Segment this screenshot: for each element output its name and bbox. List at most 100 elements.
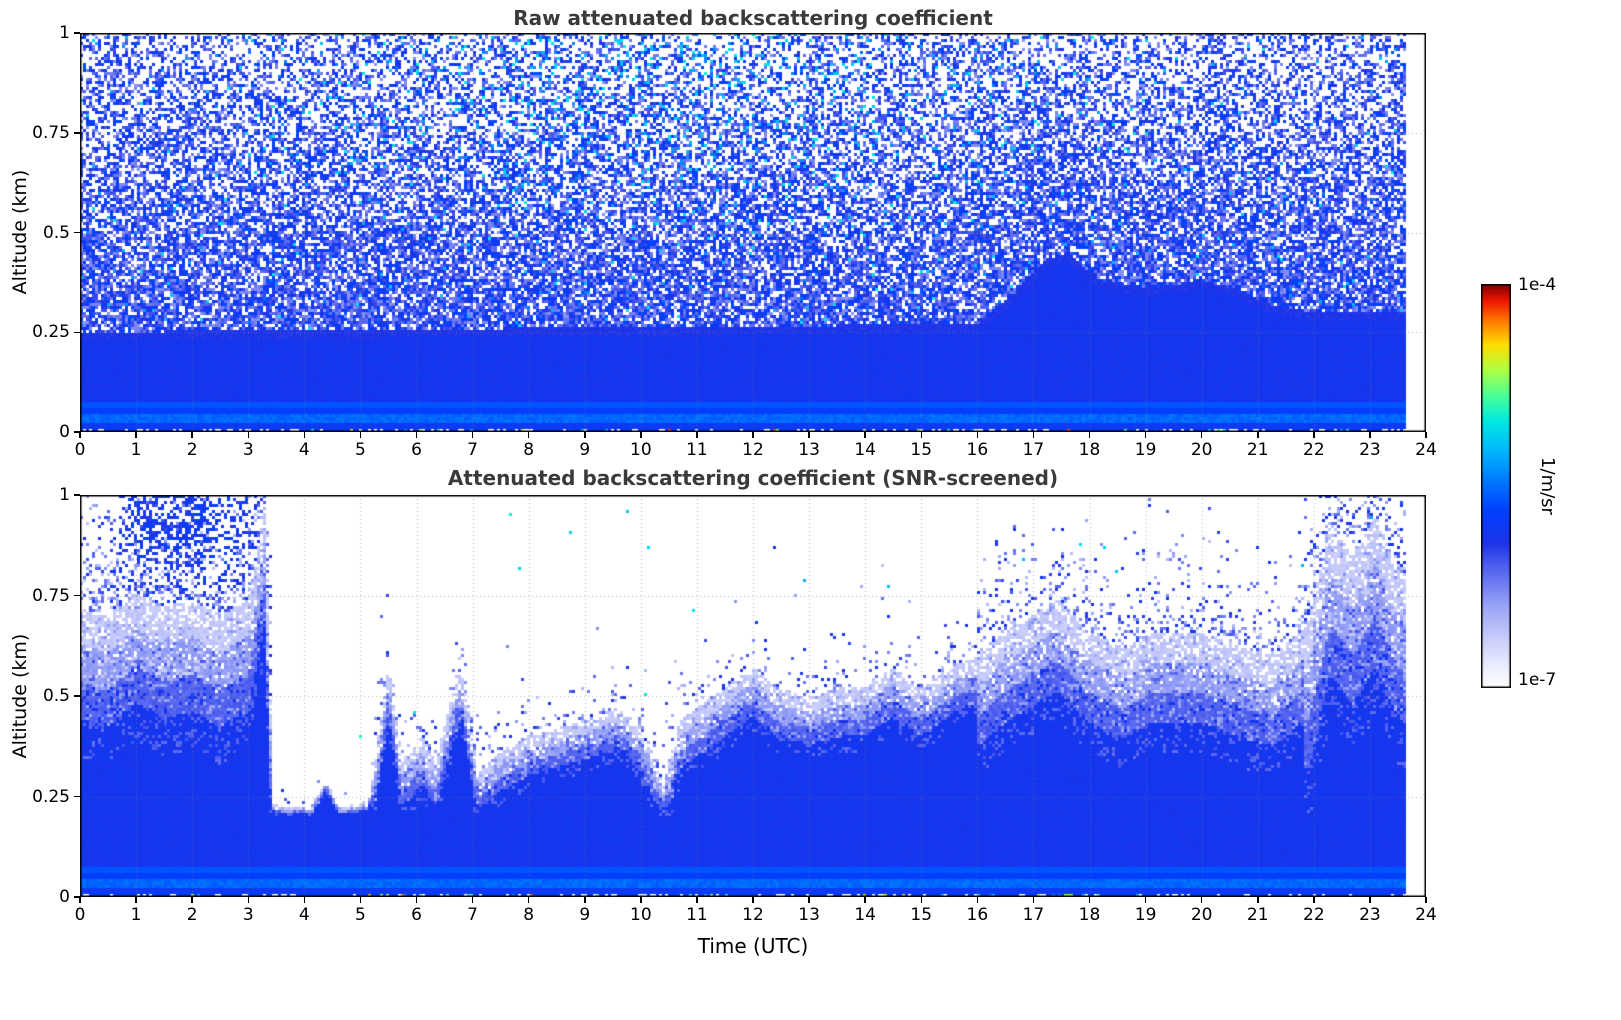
x-tick-mark (1088, 432, 1091, 438)
screened-heatmap-canvas (80, 495, 1426, 897)
x-tick-mark (359, 432, 362, 438)
y-tick-label: 0.25 (32, 322, 70, 343)
x-tick-mark (920, 897, 922, 903)
x-tick-label: 20 (1190, 905, 1213, 925)
x-tick-mark (247, 432, 249, 438)
x-tick-mark (1088, 897, 1091, 903)
x-tick-label: 11 (686, 905, 708, 925)
x-tick-mark (584, 432, 586, 438)
x-tick-label: 21 (1246, 905, 1269, 925)
x-tick-label: 4 (298, 905, 310, 925)
x-tick-label: 5 (354, 905, 366, 925)
x-tick-mark (471, 897, 474, 903)
x-tick-label: 6 (411, 905, 422, 925)
x-tick-label: 2 (186, 905, 198, 925)
x-tick-label: 14 (854, 440, 876, 460)
x-tick-label: 23 (1359, 905, 1381, 925)
x-tick-label: 7 (467, 905, 478, 925)
x-tick-label: 10 (630, 440, 652, 460)
y-tick-mark (74, 231, 80, 234)
x-tick-mark (1144, 897, 1147, 903)
x-tick-label: 11 (686, 440, 708, 460)
x-tick-label: 7 (467, 440, 478, 460)
x-tick-mark (135, 432, 137, 438)
x-tick-mark (247, 897, 249, 903)
x-tick-label: 14 (854, 905, 876, 925)
x-tick-label: 12 (742, 905, 764, 925)
x-tick-mark (752, 897, 754, 903)
x-tick-mark (135, 897, 137, 903)
y-tick-mark (74, 431, 80, 433)
x-tick-mark (79, 432, 81, 438)
x-tick-mark (808, 432, 810, 438)
y-tick-label: 0.5 (42, 686, 70, 706)
x-tick-mark (808, 897, 810, 903)
y-tick-mark (74, 594, 80, 597)
x-tick-label: 6 (411, 440, 422, 460)
x-tick-label: 22 (1303, 905, 1325, 925)
x-tick-label: 13 (798, 905, 820, 925)
x-tick-mark (640, 897, 642, 903)
x-tick-label: 13 (798, 440, 820, 460)
x-tick-label: 17 (1022, 440, 1045, 460)
x-tick-label: 3 (242, 440, 254, 460)
x-tick-mark (303, 432, 306, 438)
x-tick-label: 2 (186, 440, 198, 460)
colorbar-unit-label: 1/m/sr (1537, 457, 1558, 515)
colorbar-max-label: 1e-4 (1518, 275, 1557, 295)
x-tick-label: 20 (1190, 440, 1213, 460)
x-tick-label: 17 (1022, 905, 1045, 925)
x-tick-mark (976, 432, 979, 438)
x-tick-mark (920, 432, 922, 438)
x-tick-mark (864, 432, 866, 438)
x-tick-label: 21 (1246, 440, 1269, 460)
x-tick-label: 8 (523, 905, 535, 925)
x-tick-mark (1200, 432, 1203, 438)
x-tick-mark (1425, 897, 1427, 903)
x-tick-mark (640, 432, 642, 438)
x-tick-mark (191, 897, 193, 903)
y-tick-label: 0 (59, 422, 70, 442)
y-tick-mark (74, 896, 80, 898)
colorbar (1481, 284, 1511, 688)
x-tick-mark (1369, 432, 1371, 438)
x-tick-label: 16 (966, 440, 989, 460)
x-tick-label: 12 (742, 440, 764, 460)
x-tick-mark (359, 897, 362, 903)
raw-panel-title: Raw attenuated backscattering coefficien… (513, 6, 993, 30)
x-tick-mark (1144, 432, 1147, 438)
x-tick-mark (1257, 432, 1259, 438)
x-tick-label: 23 (1359, 440, 1381, 460)
x-tick-mark (1313, 432, 1315, 438)
y-tick-label: 0.25 (32, 786, 70, 807)
x-tick-mark (1032, 897, 1035, 903)
y-tick-label: 0.75 (32, 122, 70, 143)
x-tick-label: 9 (579, 440, 591, 460)
x-tick-mark (303, 897, 306, 903)
y-tick-mark (74, 331, 80, 333)
x-tick-label: 24 (1415, 905, 1437, 925)
x-tick-label: 1 (130, 440, 142, 460)
x-tick-label: 15 (910, 440, 933, 460)
x-tick-label: 10 (630, 905, 652, 925)
x-tick-label: 18 (1078, 440, 1101, 460)
x-tick-mark (752, 432, 754, 438)
raw-y-axis-label: Altitude (km) (9, 169, 31, 295)
x-tick-mark (976, 897, 979, 903)
x-tick-label: 3 (242, 905, 254, 925)
x-tick-label: 8 (523, 440, 535, 460)
x-tick-mark (1257, 897, 1259, 903)
x-tick-mark (191, 432, 193, 438)
x-tick-mark (864, 897, 866, 903)
x-tick-mark (527, 432, 530, 438)
x-tick-label: 19 (1134, 905, 1157, 925)
x-tick-mark (696, 432, 698, 438)
x-tick-label: 24 (1415, 440, 1437, 460)
y-tick-mark (74, 695, 80, 697)
x-tick-label: 16 (966, 905, 989, 925)
x-tick-label: 9 (579, 905, 591, 925)
x-tick-mark (471, 432, 474, 438)
y-tick-mark (74, 32, 80, 34)
y-tick-mark (74, 132, 80, 134)
